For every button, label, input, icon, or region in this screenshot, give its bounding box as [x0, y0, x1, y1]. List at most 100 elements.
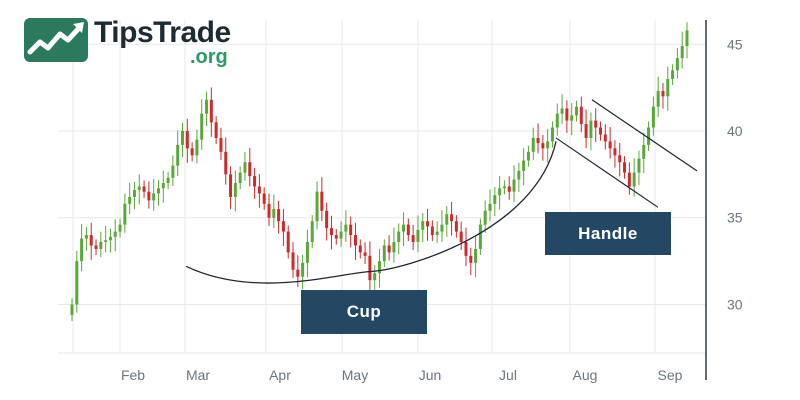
candle-body — [570, 115, 574, 121]
candle-body — [108, 236, 112, 241]
candle-body — [637, 158, 641, 173]
cup-label-text: Cup — [346, 302, 382, 321]
candle-body — [84, 235, 88, 239]
candle-body — [488, 203, 492, 211]
candle-body — [608, 141, 612, 149]
candle-body — [675, 58, 679, 71]
candle-body — [137, 186, 141, 190]
candle-body — [219, 137, 223, 152]
candle-body — [599, 127, 603, 135]
candle-body — [632, 172, 636, 187]
candle-body — [512, 179, 516, 192]
candle-body — [286, 231, 290, 253]
candle-body — [281, 221, 285, 232]
candle-body — [305, 242, 309, 263]
candle-body — [474, 248, 478, 263]
candle-body — [147, 191, 151, 201]
candle-body — [89, 235, 93, 246]
candle-body — [229, 174, 233, 197]
candle-body — [349, 224, 353, 236]
candle-body — [483, 210, 487, 225]
candle-body — [656, 91, 660, 107]
candle-body — [382, 245, 386, 262]
candle-body — [272, 209, 276, 218]
candle-body — [315, 191, 319, 222]
candle-body — [152, 193, 156, 201]
candle-body — [195, 139, 199, 156]
candle-body — [243, 162, 247, 173]
candle-body — [329, 228, 333, 236]
candle-body — [502, 186, 506, 189]
candle-body — [166, 177, 170, 184]
candle-body — [680, 46, 684, 59]
candle-body — [224, 151, 228, 175]
y-tick-label: 40 — [727, 123, 743, 139]
candle-body — [685, 30, 689, 47]
candle-body — [238, 172, 242, 184]
candle-body — [584, 124, 588, 138]
candle-body — [536, 137, 540, 144]
candle-body — [128, 196, 132, 204]
candle-body — [469, 255, 473, 263]
y-tick-label: 35 — [727, 210, 743, 226]
candle-body — [478, 224, 482, 249]
candle-body — [185, 131, 189, 149]
candle-body — [104, 240, 108, 242]
candle-body — [358, 245, 362, 253]
candle-body — [498, 188, 502, 196]
candle-body — [80, 238, 84, 262]
candle-body — [435, 231, 439, 236]
candle-body — [574, 106, 578, 116]
candle-body — [594, 120, 598, 128]
x-tick-label: Jun — [419, 367, 442, 383]
tipstrade-logo: TipsTrade .org — [24, 16, 254, 68]
candle-body — [200, 113, 204, 140]
x-tick-label: Sep — [658, 367, 683, 383]
candle-body — [142, 186, 146, 192]
candle-body — [325, 210, 329, 229]
candle-body — [555, 113, 559, 128]
candle-body — [257, 186, 261, 194]
candle-body — [118, 224, 122, 232]
candle-body — [541, 143, 545, 149]
candle-body — [531, 137, 535, 152]
candle-body — [406, 224, 410, 236]
handle-lower-line — [555, 137, 659, 208]
candle-body — [334, 235, 338, 239]
candle-body — [373, 273, 377, 281]
candle-body — [113, 231, 117, 237]
logo-name: TipsTrade — [94, 16, 231, 49]
candle-body — [94, 245, 98, 249]
handle-upper-line — [591, 99, 698, 172]
candle-body — [161, 183, 165, 189]
candle-body — [132, 189, 136, 197]
logo-suffix: .org — [190, 46, 228, 68]
candle-body — [522, 160, 526, 171]
candle-body — [671, 70, 675, 79]
candle-body — [464, 242, 468, 256]
y-tick-label: 30 — [727, 296, 743, 312]
x-tick-label: Apr — [269, 367, 291, 383]
candle-body — [320, 191, 324, 211]
candle-body — [171, 165, 175, 178]
candle-body — [589, 120, 593, 138]
candle-body — [205, 99, 209, 114]
candle-body — [613, 148, 617, 156]
candle-body — [214, 122, 218, 138]
candle-body — [550, 127, 554, 142]
candle-body — [623, 162, 627, 173]
candle-body — [454, 221, 458, 232]
candle-body — [248, 162, 252, 177]
candle-body — [603, 134, 607, 142]
candle-body — [450, 214, 454, 222]
candle-body — [99, 242, 103, 249]
candle-body — [402, 224, 406, 232]
handle-label-text: Handle — [578, 223, 638, 243]
candle-body — [310, 221, 314, 242]
candle-body — [440, 224, 444, 232]
candle-body — [526, 151, 530, 161]
candle-body — [296, 269, 300, 277]
cup-label: Cup — [301, 290, 427, 334]
candle-body — [353, 235, 357, 246]
